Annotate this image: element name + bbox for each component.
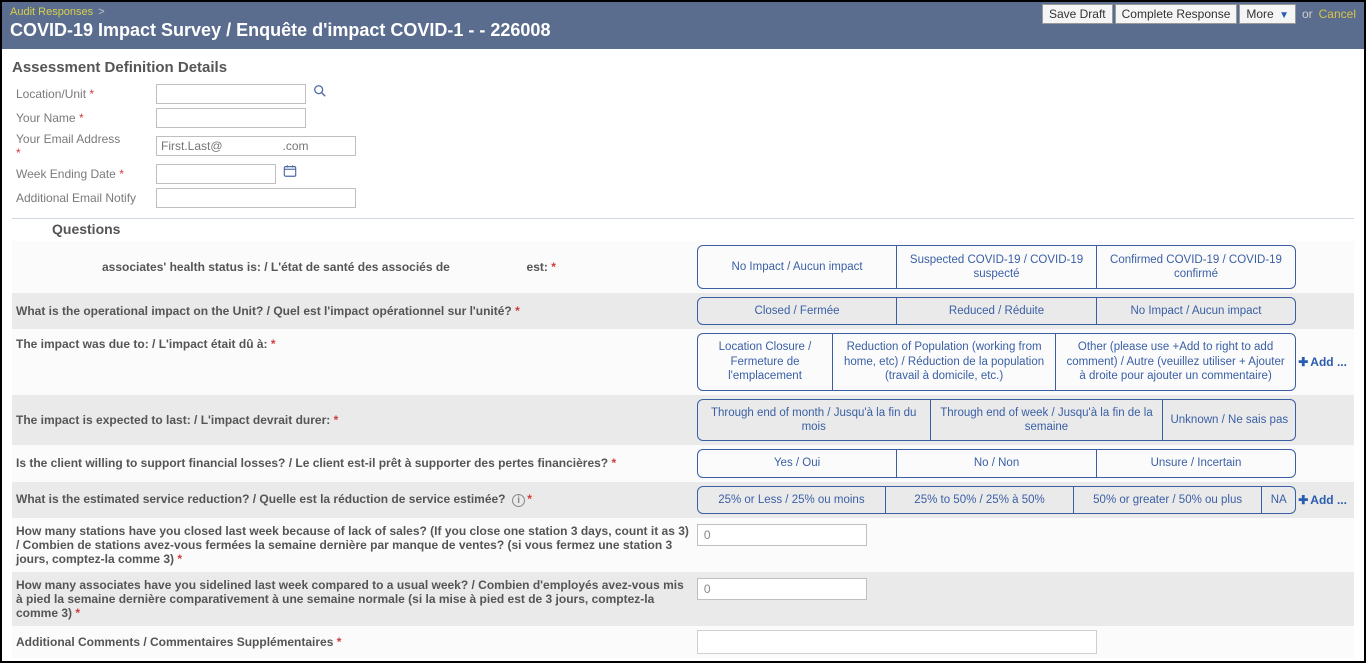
complete-response-button[interactable]: Complete Response — [1115, 4, 1238, 24]
question-text: How many associates have you sidelined l… — [12, 572, 695, 626]
option-button[interactable]: No Impact / Aucun impact — [698, 246, 896, 288]
location-label: Location/Unit — [16, 87, 86, 101]
location-input[interactable] — [156, 84, 306, 104]
additional-comments-input[interactable] — [697, 630, 1097, 654]
save-draft-button[interactable]: Save Draft — [1042, 4, 1113, 24]
chevron-down-icon: ▼ — [1279, 10, 1289, 21]
calendar-icon[interactable] — [283, 165, 297, 181]
option-button[interactable]: No / Non — [896, 450, 1095, 476]
option-button[interactable]: 50% or greater / 50% ou plus — [1073, 487, 1261, 513]
option-button[interactable]: Through end of week / Jusqu'à la fin de … — [930, 400, 1163, 441]
email-input[interactable] — [156, 136, 356, 156]
additional-email-input[interactable] — [156, 188, 356, 208]
question-text: Is the client willing to support financi… — [12, 445, 695, 481]
option-button[interactable]: Closed / Fermée — [698, 298, 896, 324]
option-button[interactable]: Reduction of Population (working from ho… — [832, 334, 1055, 389]
question-text: Additional Comments / Commentaires Suppl… — [12, 626, 695, 658]
question-text: How many stations have you closed last w… — [12, 518, 695, 572]
option-button[interactable]: Other (please use +Add to right to add c… — [1055, 334, 1295, 389]
plus-icon: ✚ — [1298, 493, 1308, 507]
questions-header: Questions — [52, 221, 1354, 237]
question-text: What is the operational impact on the Un… — [12, 293, 695, 329]
more-label: More — [1246, 7, 1273, 21]
chevron-right-icon: > — [98, 6, 104, 18]
option-button[interactable]: NA — [1261, 487, 1295, 513]
name-label: Your Name — [16, 111, 76, 125]
questions-table: associates' health status is: / L'état d… — [12, 241, 1354, 658]
stations-closed-input[interactable] — [697, 524, 867, 546]
additional-email-label: Additional Email Notify — [16, 191, 136, 205]
top-actions: Save Draft Complete Response More ▼ or C… — [1042, 4, 1356, 24]
question-text: The impact is expected to last: / L'impa… — [12, 395, 695, 446]
question-text: associates' health status is: / L'état d… — [12, 241, 695, 293]
option-button[interactable]: Suspected COVID-19 / COVID-19 suspecté — [896, 246, 1095, 288]
name-input[interactable] — [156, 108, 306, 128]
week-ending-label: Week Ending Date — [16, 167, 116, 181]
add-button[interactable]: ✚Add ... — [1298, 355, 1347, 369]
more-button[interactable]: More ▼ — [1239, 4, 1296, 24]
plus-icon: ✚ — [1298, 355, 1308, 369]
question-text: What is the estimated service reduction?… — [12, 482, 695, 518]
option-button[interactable]: Location Closure / Fermeture de l'emplac… — [698, 334, 832, 389]
option-button[interactable]: 25% to 50% / 25% à 50% — [885, 487, 1073, 513]
option-button[interactable]: Unknown / Ne sais pas — [1162, 400, 1295, 441]
info-icon[interactable]: i — [512, 494, 525, 507]
page-header: Audit Responses > COVID-19 Impact Survey… — [2, 2, 1364, 49]
option-button[interactable]: Unsure / Incertain — [1096, 450, 1295, 476]
option-button[interactable]: Reduced / Réduite — [896, 298, 1095, 324]
email-label: Your Email Address — [16, 132, 120, 146]
search-icon[interactable] — [313, 85, 327, 101]
associates-sidelined-input[interactable] — [697, 578, 867, 600]
option-button[interactable]: No Impact / Aucun impact — [1096, 298, 1295, 324]
option-button[interactable]: 25% or Less / 25% ou moins — [698, 487, 885, 513]
or-text: or — [1302, 7, 1313, 21]
section-title: Assessment Definition Details — [12, 59, 1354, 76]
breadcrumb-link[interactable]: Audit Responses — [10, 6, 93, 18]
option-button[interactable]: Through end of month / Jusqu'à la fin du… — [698, 400, 930, 441]
definition-fields: Location/Unit * Your Name * Your Email A… — [12, 82, 360, 210]
option-button[interactable]: Yes / Oui — [698, 450, 896, 476]
add-button[interactable]: ✚Add ... — [1298, 493, 1347, 507]
week-ending-input[interactable] — [156, 164, 276, 184]
cancel-link[interactable]: Cancel — [1319, 7, 1356, 21]
question-text: The impact was due to: / L'impact était … — [12, 329, 695, 394]
option-button[interactable]: Confirmed COVID-19 / COVID-19 confirmé — [1096, 246, 1295, 288]
